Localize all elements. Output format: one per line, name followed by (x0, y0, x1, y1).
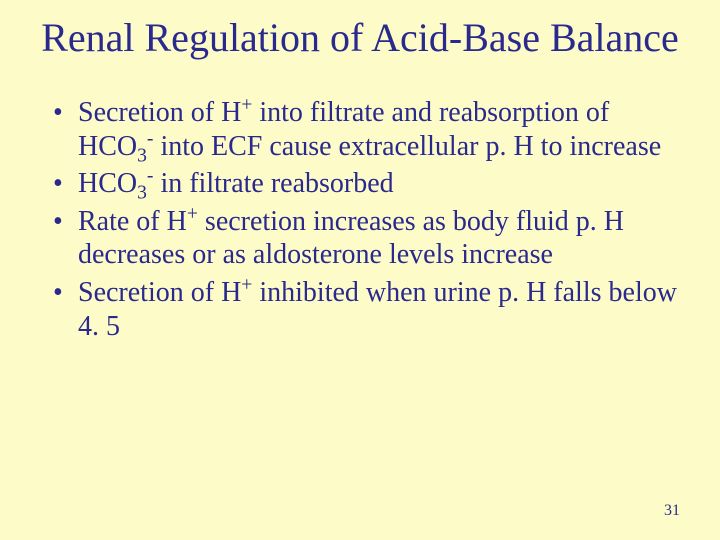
superscript: + (187, 203, 198, 224)
superscript: + (241, 275, 252, 296)
superscript: + (241, 95, 252, 116)
slide-container: Renal Regulation of Acid-Base Balance Se… (0, 0, 720, 540)
bullet-item: Secretion of H+ into filtrate and reabso… (50, 96, 680, 163)
bullet-item: Rate of H+ secretion increases as body f… (50, 205, 680, 272)
text-segment: into ECF cause extracellular p. H to inc… (153, 131, 661, 162)
text-segment: in filtrate reabsorbed (153, 168, 393, 199)
text-segment: HCO (78, 168, 137, 199)
subscript: 3 (137, 145, 147, 166)
bullet-item: HCO3- in filtrate reabsorbed (50, 167, 680, 201)
bullet-item: Secretion of H+ inhibited when urine p. … (50, 276, 680, 343)
text-segment: Rate of H (78, 206, 187, 237)
subscript: 3 (137, 183, 147, 204)
page-number: 31 (664, 502, 680, 520)
text-segment: Secretion of H (78, 277, 241, 308)
slide-title: Renal Regulation of Acid-Base Balance (40, 15, 680, 61)
text-segment: Secretion of H (78, 97, 241, 128)
bullet-list: Secretion of H+ into filtrate and reabso… (40, 96, 680, 343)
